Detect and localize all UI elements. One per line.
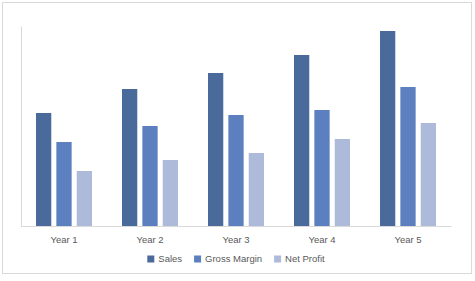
bar xyxy=(142,126,157,226)
x-tick: Year 2 xyxy=(136,226,163,245)
chart: Year 1 Year 2 Year 3 Year 4 Year 5 Sales Gross… xyxy=(0,0,475,281)
x-axis: Year 1 Year 2 Year 3 Year 4 Year 5 xyxy=(22,226,452,245)
legend-item: Net Profit xyxy=(274,253,325,264)
bar xyxy=(77,171,92,226)
x-tick: Year 4 xyxy=(308,226,335,245)
bar xyxy=(208,73,223,226)
x-tick-label: Year 5 xyxy=(394,234,421,245)
legend-item: Gross Margin xyxy=(194,253,262,264)
legend-label: Sales xyxy=(158,253,182,264)
bar xyxy=(163,160,178,226)
bar xyxy=(294,55,309,226)
legend-label: Gross Margin xyxy=(205,253,262,264)
x-axis-line xyxy=(22,226,452,227)
bar xyxy=(122,89,137,226)
bar xyxy=(36,113,51,226)
bar xyxy=(335,139,350,226)
x-tick: Year 5 xyxy=(394,226,421,245)
legend: Sales Gross Margin Net Profit xyxy=(147,253,325,264)
legend-swatch xyxy=(147,256,154,263)
x-tick-label: Year 2 xyxy=(136,234,163,245)
x-tick: Year 1 xyxy=(50,226,77,245)
bar xyxy=(228,115,243,226)
bar xyxy=(400,87,415,226)
bar xyxy=(56,142,71,226)
legend-swatch xyxy=(274,256,281,263)
bar xyxy=(380,31,395,226)
bar xyxy=(421,123,436,226)
legend-swatch xyxy=(194,256,201,263)
y-axis-line xyxy=(21,27,22,227)
bar xyxy=(249,153,264,226)
x-tick-label: Year 3 xyxy=(222,234,249,245)
chart-border xyxy=(3,3,472,274)
bars xyxy=(36,31,436,226)
y-axis xyxy=(21,27,22,227)
x-tick-label: Year 1 xyxy=(50,234,77,245)
bar xyxy=(314,110,329,226)
x-tick: Year 3 xyxy=(222,226,249,245)
legend-label: Net Profit xyxy=(285,253,325,264)
legend-item: Sales xyxy=(147,253,182,264)
x-tick-label: Year 4 xyxy=(308,234,335,245)
